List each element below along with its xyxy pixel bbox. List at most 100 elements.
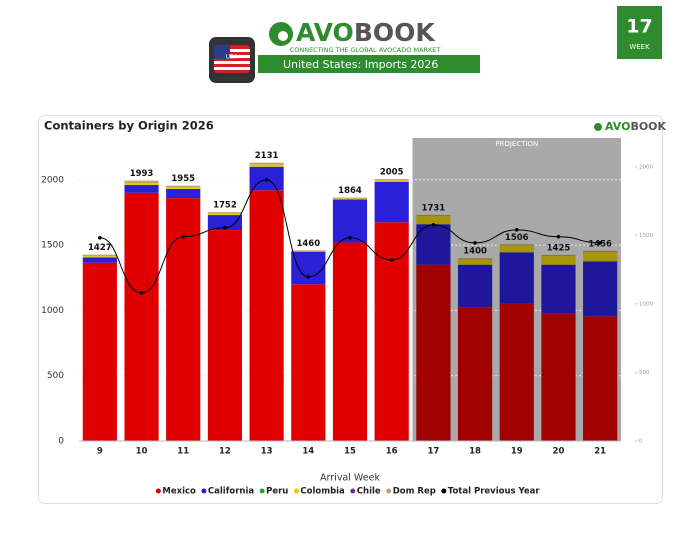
y2-tick-label: 500: [639, 370, 650, 376]
y-tick-label: 0: [58, 437, 64, 447]
legend-label: Mexico: [162, 487, 196, 497]
legend-label: Dom Rep: [393, 487, 436, 497]
line-point: [556, 234, 561, 239]
logo-b: BOOK: [354, 18, 437, 47]
x-tick-label: 12: [219, 447, 231, 457]
bar-segment: [332, 242, 368, 441]
card-logo: AVOBOOK: [605, 120, 667, 133]
x-tick-label: 13: [261, 447, 273, 457]
y-tick-label: 1000: [41, 306, 64, 316]
subtitle: United States: Imports 2026: [283, 58, 438, 71]
logo-a: AVO: [296, 18, 354, 47]
bar-segment: [291, 284, 326, 441]
bar-segment: [583, 252, 618, 262]
x-tick-label: 16: [386, 447, 398, 457]
bar-segment: [541, 313, 576, 441]
card-logo-icon: [594, 123, 602, 131]
legend: Mexico California Peru Colombia Chile Dom Rep…: [155, 487, 540, 497]
total-label: 1427: [88, 243, 112, 253]
plot: PROJECTION 0 500 1000 1500 2000 0 500 1000 1500 20…: [41, 138, 653, 457]
line-point: [223, 226, 227, 230]
bar-segment: [124, 180, 159, 184]
week-box: [617, 6, 662, 59]
legend-swatch: [155, 488, 161, 494]
bar-segment: [416, 224, 451, 265]
x-tick-label: 10: [136, 447, 148, 457]
logo: AVOBOOK CONNECTING THE GLOBAL AVOCADO MA…: [269, 18, 440, 54]
bar-segment: [249, 164, 284, 167]
bar-segment: [416, 214, 451, 217]
line-point: [514, 228, 519, 232]
bar-segment: [207, 230, 243, 441]
week-label: WEEK: [629, 43, 650, 51]
line-point: [598, 241, 602, 245]
projection-label: PROJECTION: [495, 140, 538, 148]
bar-segment: [291, 250, 326, 252]
x-tick-label: 21: [594, 447, 606, 457]
total-label: 1731: [422, 203, 446, 213]
line-point: [389, 258, 394, 262]
total-label: 1993: [130, 169, 154, 179]
legend-swatch: [386, 488, 392, 494]
bar-segment: [499, 245, 534, 253]
x-tick-label: 20: [553, 447, 565, 457]
line-point: [98, 236, 102, 240]
week-number: 17: [626, 16, 652, 38]
y2-tick-label: 1500: [639, 233, 653, 239]
total-label: 1506: [505, 233, 529, 243]
legend-swatch: [201, 488, 207, 494]
line-point: [348, 236, 352, 240]
legend-label: Peru: [266, 487, 288, 497]
bar-segment: [207, 212, 243, 214]
bar-segment: [374, 179, 409, 181]
bar-segment: [166, 185, 201, 188]
bar-segment: [499, 244, 534, 246]
total-label: 2005: [380, 168, 404, 178]
y2-tick-label: 0: [639, 439, 643, 445]
bar-segment: [374, 180, 409, 182]
card-logo-a: AVO: [605, 120, 630, 133]
total-label: 1864: [338, 186, 362, 196]
legend-item: Mexico: [155, 487, 196, 497]
bar-segment: [82, 262, 117, 441]
x-tick-label: 17: [427, 447, 439, 457]
bar-segment: [457, 307, 493, 441]
bar-segment: [541, 254, 576, 257]
legend-swatch: [441, 488, 447, 494]
line-point: [264, 178, 269, 182]
bar-segment: [166, 188, 201, 199]
y2-tick-label: 2000: [639, 164, 653, 170]
legend-item: Total Previous Year: [441, 487, 540, 497]
logo-seed: [278, 31, 288, 41]
total-label: 1955: [171, 174, 195, 184]
bar-segment: [457, 264, 493, 308]
y2-tick-label: 1000: [639, 301, 653, 307]
bar-segment: [291, 250, 326, 251]
bar-segment: [457, 259, 493, 265]
total-label: 2131: [255, 151, 279, 161]
legend-item: Peru: [259, 487, 288, 497]
bar-segment: [166, 187, 201, 189]
bar-segment: [457, 258, 493, 260]
bar-segment: [499, 303, 534, 441]
logo-text: AVOBOOK: [296, 18, 436, 47]
x-tick-label: 11: [177, 447, 189, 457]
bar-segment: [207, 215, 243, 231]
flag-stripe: [214, 61, 250, 64]
flag-stripe: [214, 67, 250, 70]
legend-swatch: [350, 488, 356, 494]
legend-label: California: [208, 487, 254, 497]
bar-segment: [332, 197, 368, 199]
bar-segment: [541, 264, 576, 314]
legend-item: Colombia: [293, 487, 345, 497]
bar-segment: [374, 181, 409, 223]
bar-segment: [124, 183, 159, 186]
bar-segment: [416, 216, 451, 225]
bar-segment: [166, 198, 201, 441]
bar-segment: [499, 252, 534, 304]
tagline: CONNECTING THE GLOBAL AVOCADO MARKET: [290, 46, 441, 54]
line-series: [99, 179, 601, 294]
flag: USA: [209, 37, 255, 83]
legend-label: Chile: [357, 487, 381, 497]
bar-segment: [207, 213, 243, 216]
